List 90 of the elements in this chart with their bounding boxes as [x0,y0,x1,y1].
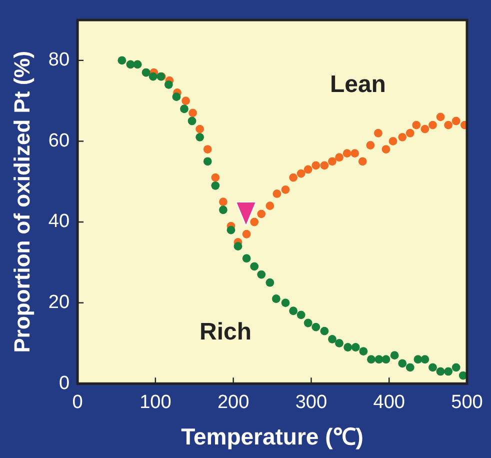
point [458,371,467,380]
point [320,326,329,336]
point [320,161,329,170]
point [242,230,251,238]
x-tick-label: 100 [140,392,172,414]
point [242,254,251,263]
point [180,104,188,114]
point [304,318,312,328]
point [218,206,228,214]
point [257,270,266,279]
point [436,367,445,376]
point [414,355,422,364]
point [412,120,421,130]
point [164,80,173,89]
point [358,157,367,166]
point [382,355,390,364]
point [420,124,430,134]
point [335,339,344,348]
point [196,124,204,134]
point [312,322,320,332]
point [388,137,398,146]
point [452,363,460,372]
point [148,72,158,81]
y-tick-label: 60 [48,130,70,152]
point [312,161,320,170]
x-tick-label: 200 [217,392,250,414]
point [196,132,204,142]
point [289,306,298,316]
point [359,347,368,356]
point [272,190,282,198]
point [444,367,453,376]
x-axis-title: Temperature (℃) [181,424,364,450]
point [428,120,437,130]
point [304,165,312,174]
y-axis-title: Proportion of oxidized Pt (%) [9,50,34,353]
point [335,153,344,162]
point [266,202,274,210]
point [328,334,336,344]
point [344,343,352,352]
point [250,262,259,271]
point [374,355,384,364]
x-tick-label: 500 [451,392,483,414]
point [226,226,236,234]
point [250,218,259,226]
x-tick-label: 0 [72,392,83,414]
point [398,132,407,142]
point [406,363,414,372]
point [234,242,242,250]
point [188,108,198,118]
y-tick-label: 20 [48,292,70,314]
point [366,355,376,364]
y-tick-label: 40 [48,211,70,232]
point [188,116,196,126]
point [420,355,430,364]
point [182,96,190,105]
point [203,145,212,154]
point [390,351,399,360]
point [350,149,360,158]
point [172,92,181,101]
point [281,185,290,194]
point [398,359,407,368]
point [211,173,220,182]
point [257,210,266,218]
point [328,157,336,166]
point [382,145,390,154]
y-tick-label: 80 [48,50,70,71]
point [374,128,382,138]
point [366,141,375,150]
point [218,198,228,206]
series-label: Rich [200,318,252,346]
point [281,298,290,307]
series-label: Lean [330,71,386,98]
point [428,363,437,372]
point [452,116,460,126]
point [436,112,445,122]
x-tick-label: 300 [295,392,328,414]
point [296,169,306,178]
point [211,181,220,190]
point [266,278,274,287]
point [351,343,360,352]
point [296,310,306,320]
point [289,173,298,182]
y-tick-label: 0 [58,372,70,394]
point [444,120,453,130]
x-tick-label: 400 [373,392,405,414]
point [342,149,352,158]
point [203,157,212,166]
point [406,128,414,138]
point [272,294,280,303]
point [118,56,126,65]
